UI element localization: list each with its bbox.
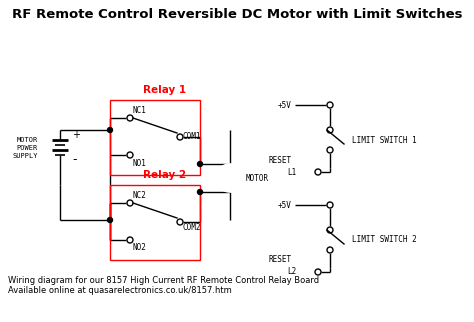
Text: -: -: [72, 154, 76, 166]
Circle shape: [327, 127, 333, 133]
Circle shape: [127, 152, 133, 158]
Text: L2: L2: [288, 268, 297, 277]
Text: RESET: RESET: [269, 255, 292, 264]
Bar: [110, 100, 200, 175]
Text: MOTOR: MOTOR: [17, 137, 38, 143]
Text: COM2: COM2: [183, 223, 201, 232]
Text: LIMIT SWITCH 1: LIMIT SWITCH 1: [352, 136, 417, 145]
Text: +5V: +5V: [278, 201, 292, 210]
Circle shape: [327, 102, 333, 108]
Text: Available online at quasarelectronics.co.uk/8157.htm: Available online at quasarelectronics.co…: [8, 286, 232, 295]
Text: NO2: NO2: [133, 243, 147, 252]
Circle shape: [198, 162, 202, 166]
Text: COM1: COM1: [183, 131, 201, 140]
Text: +: +: [72, 130, 80, 140]
Text: +5V: +5V: [278, 100, 292, 109]
Circle shape: [315, 269, 321, 275]
Circle shape: [127, 115, 133, 121]
Circle shape: [315, 169, 321, 175]
Circle shape: [198, 190, 202, 194]
Circle shape: [177, 134, 183, 140]
Circle shape: [177, 219, 183, 225]
Text: RF Remote Control Reversible DC Motor with Limit Switches: RF Remote Control Reversible DC Motor wi…: [12, 8, 462, 21]
Text: MOTOR: MOTOR: [246, 174, 269, 183]
Text: L1: L1: [288, 167, 297, 176]
Text: NO1: NO1: [133, 158, 147, 167]
Text: Relay 2: Relay 2: [144, 170, 187, 180]
Circle shape: [327, 227, 333, 233]
Bar: [110, 185, 200, 260]
Text: NC2: NC2: [133, 191, 147, 200]
Text: POWER: POWER: [17, 145, 38, 151]
Circle shape: [327, 247, 333, 253]
Text: NC1: NC1: [133, 106, 147, 115]
Text: LIMIT SWITCH 2: LIMIT SWITCH 2: [352, 235, 417, 244]
Circle shape: [108, 217, 112, 223]
Circle shape: [327, 147, 333, 153]
Text: RESET: RESET: [269, 156, 292, 165]
Circle shape: [127, 237, 133, 243]
Text: SUPPLY: SUPPLY: [12, 153, 38, 159]
Circle shape: [216, 164, 244, 192]
Circle shape: [108, 128, 112, 132]
Text: Relay 1: Relay 1: [144, 85, 187, 95]
Circle shape: [327, 202, 333, 208]
Text: Wiring diagram for our 8157 High Current RF Remote Control Relay Board: Wiring diagram for our 8157 High Current…: [8, 276, 319, 285]
Circle shape: [127, 200, 133, 206]
